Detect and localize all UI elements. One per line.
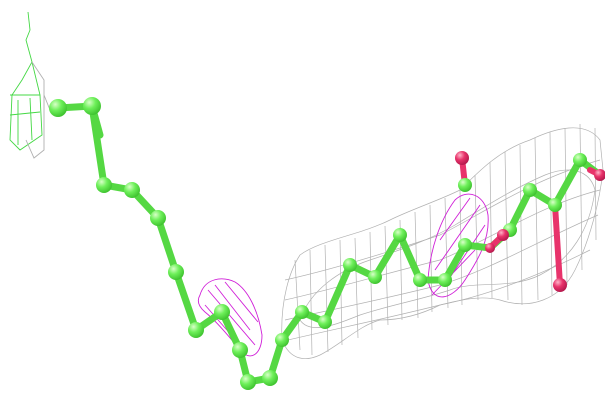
atom-carbon xyxy=(295,305,309,319)
atom-carbon xyxy=(368,270,382,284)
density-mesh-gray-lines xyxy=(284,123,601,356)
atom-oxygen xyxy=(455,151,469,165)
atoms-oxygen xyxy=(455,151,605,292)
wire-fragment-green xyxy=(9,11,43,151)
density-mesh-magenta-left xyxy=(197,278,263,357)
atom-oxygen xyxy=(497,229,509,241)
density-mesh-gray-inner xyxy=(299,169,596,328)
atom-carbon xyxy=(168,264,184,280)
atom-carbon xyxy=(318,315,332,329)
atom-carbon xyxy=(548,198,562,212)
atom-carbon xyxy=(523,183,537,197)
atom-oxygen xyxy=(485,243,495,253)
atom-carbon xyxy=(458,238,472,252)
bonds xyxy=(54,102,604,387)
atom-carbon xyxy=(214,304,230,320)
atom-carbon xyxy=(343,258,357,272)
atom-oxygen xyxy=(594,169,605,181)
density-mesh-gray-outline xyxy=(281,127,604,359)
atom-oxygen xyxy=(553,278,567,292)
atom-carbon xyxy=(49,99,67,117)
wire-fragment xyxy=(9,11,51,159)
atom-carbon xyxy=(458,178,472,192)
atom-carbon xyxy=(438,273,452,287)
atom-carbon xyxy=(150,210,166,226)
atom-carbon xyxy=(232,342,248,358)
density-mesh-magenta-right xyxy=(427,193,489,298)
atom-carbon xyxy=(240,374,256,390)
atom-carbon xyxy=(124,182,140,198)
density-mesh-magenta xyxy=(197,193,489,357)
bonds-oxygen xyxy=(459,155,603,288)
atom-carbon xyxy=(573,153,587,167)
atoms-carbon xyxy=(49,97,587,390)
atom-carbon xyxy=(83,97,101,115)
atom-carbon xyxy=(188,322,204,338)
bond-oxygen-3 xyxy=(552,202,563,288)
atom-carbon xyxy=(413,273,427,287)
bond-chain-upper xyxy=(54,102,604,387)
atom-carbon xyxy=(393,228,407,242)
atom-carbon xyxy=(275,333,289,347)
atom-carbon xyxy=(262,370,278,386)
atom-carbon xyxy=(96,177,112,193)
wire-fragment-gray xyxy=(25,61,51,159)
